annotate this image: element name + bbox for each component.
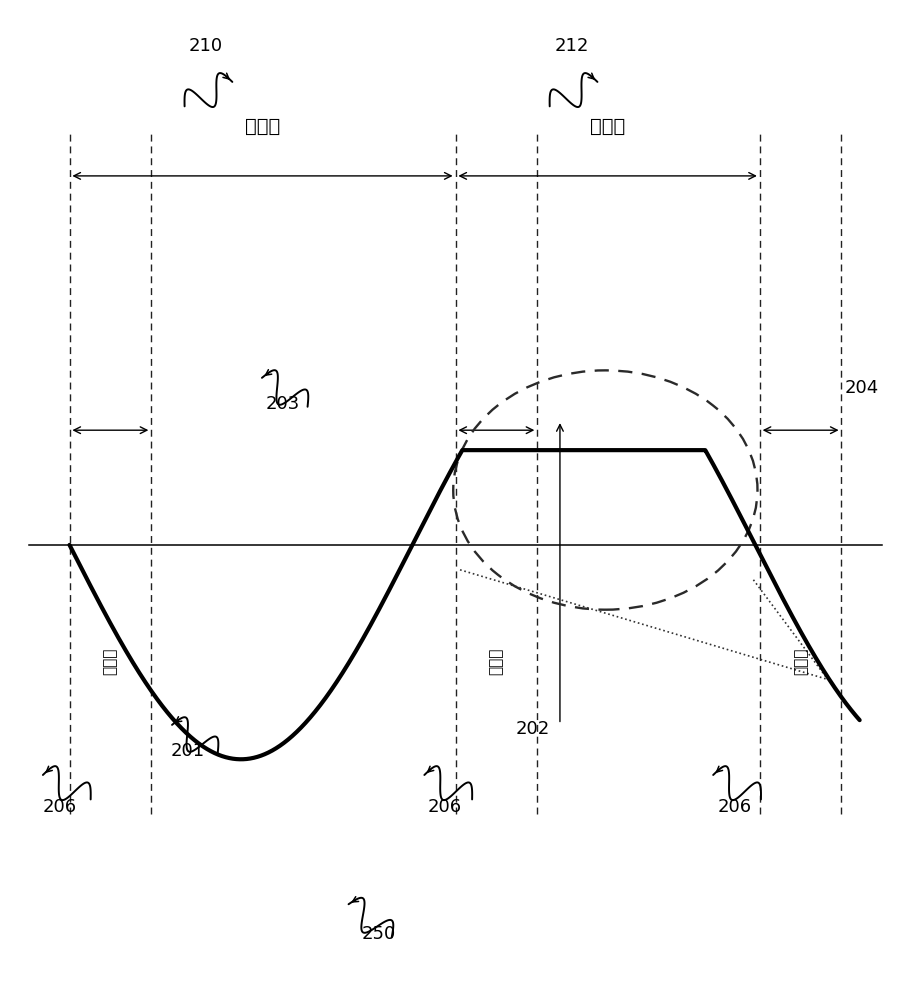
Text: 202: 202	[516, 720, 550, 738]
Text: 饱和区: 饱和区	[489, 648, 504, 675]
Text: 201: 201	[170, 742, 205, 760]
Text: 饱和区: 饱和区	[793, 648, 808, 675]
Text: 饱和区: 饱和区	[103, 648, 118, 675]
Text: 线性区: 线性区	[590, 117, 626, 136]
Text: 206: 206	[43, 798, 77, 816]
Text: 206: 206	[427, 798, 462, 816]
Text: 206: 206	[717, 798, 752, 816]
Text: 203: 203	[266, 395, 300, 413]
Text: 204: 204	[844, 379, 878, 397]
Text: 250: 250	[361, 925, 395, 943]
Text: 210: 210	[189, 37, 223, 55]
Text: 212: 212	[555, 37, 589, 55]
Text: 截止区: 截止区	[245, 117, 281, 136]
